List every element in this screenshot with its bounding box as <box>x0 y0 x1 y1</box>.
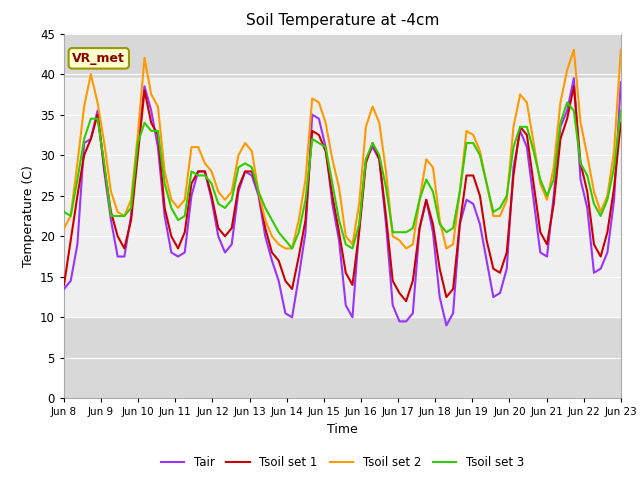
Tsoil set 1 <box>516 124 524 130</box>
Tsoil set 2 <box>60 225 68 231</box>
Tair <box>60 286 68 292</box>
Y-axis label: Temperature (C): Temperature (C) <box>22 165 35 267</box>
Tair <box>617 79 625 85</box>
Tair <box>490 294 497 300</box>
Tsoil set 2 <box>67 213 74 219</box>
Bar <box>64 78 621 317</box>
Tair <box>516 128 524 134</box>
Tsoil set 2 <box>342 233 349 239</box>
Title: Soil Temperature at -4cm: Soil Temperature at -4cm <box>246 13 439 28</box>
Tsoil set 1 <box>617 120 625 126</box>
Tsoil set 3 <box>563 100 571 106</box>
Tsoil set 3 <box>516 124 524 130</box>
Tair <box>308 112 316 118</box>
Tsoil set 1 <box>60 282 68 288</box>
Tsoil set 3 <box>67 213 74 219</box>
Legend: Tair, Tsoil set 1, Tsoil set 2, Tsoil set 3: Tair, Tsoil set 1, Tsoil set 2, Tsoil se… <box>156 452 529 474</box>
Tsoil set 2 <box>93 100 101 106</box>
Tsoil set 2 <box>570 47 578 53</box>
Tsoil set 1 <box>403 298 410 304</box>
Tsoil set 2 <box>490 213 497 219</box>
Tsoil set 1 <box>490 266 497 272</box>
Tsoil set 2 <box>315 100 323 106</box>
Tsoil set 2 <box>282 246 289 252</box>
Tsoil set 3 <box>288 246 296 252</box>
Tair <box>442 323 450 328</box>
Tair <box>570 75 578 81</box>
Tsoil set 1 <box>308 128 316 134</box>
Tair <box>335 238 343 243</box>
Line: Tair: Tair <box>64 78 621 325</box>
Tsoil set 2 <box>617 47 625 53</box>
Tsoil set 1 <box>67 238 74 243</box>
Tsoil set 3 <box>315 140 323 146</box>
Tsoil set 3 <box>342 241 349 247</box>
Tsoil set 1 <box>570 84 578 89</box>
Tsoil set 2 <box>516 92 524 97</box>
Line: Tsoil set 2: Tsoil set 2 <box>64 50 621 249</box>
X-axis label: Time: Time <box>327 423 358 436</box>
Line: Tsoil set 3: Tsoil set 3 <box>64 103 621 249</box>
Text: VR_met: VR_met <box>72 52 125 65</box>
Tsoil set 1 <box>93 112 101 118</box>
Tsoil set 3 <box>617 108 625 113</box>
Tsoil set 3 <box>60 209 68 215</box>
Tair <box>67 278 74 284</box>
Tair <box>93 108 101 113</box>
Tsoil set 3 <box>490 209 497 215</box>
Tsoil set 3 <box>93 116 101 121</box>
Tsoil set 1 <box>335 229 343 235</box>
Line: Tsoil set 1: Tsoil set 1 <box>64 86 621 301</box>
